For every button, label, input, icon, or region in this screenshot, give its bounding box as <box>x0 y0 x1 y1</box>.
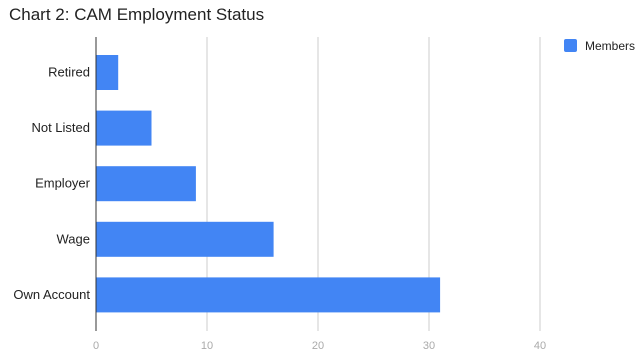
category-label-own-account: Own Account <box>13 287 90 302</box>
category-label-employer: Employer <box>35 176 91 191</box>
category-label-wage: Wage <box>57 231 90 246</box>
bar-own-account <box>96 277 441 313</box>
x-tick-label-0: 0 <box>93 340 99 352</box>
x-tick-label-40: 40 <box>534 340 546 352</box>
legend-swatch-members <box>564 39 577 52</box>
x-tick-label-30: 30 <box>423 340 435 352</box>
bar-retired <box>96 55 119 90</box>
category-label-not-listed: Not Listed <box>31 120 90 135</box>
legend-label-members: Members <box>585 39 635 53</box>
x-tick-label-10: 10 <box>201 340 213 352</box>
category-label-retired: Retired <box>48 65 90 80</box>
bar-not-listed <box>96 110 152 146</box>
chart-title: Chart 2: CAM Employment Status <box>9 5 265 24</box>
bar-wage <box>96 221 274 257</box>
x-tick-label-20: 20 <box>312 340 324 352</box>
bar-employer <box>96 166 196 202</box>
